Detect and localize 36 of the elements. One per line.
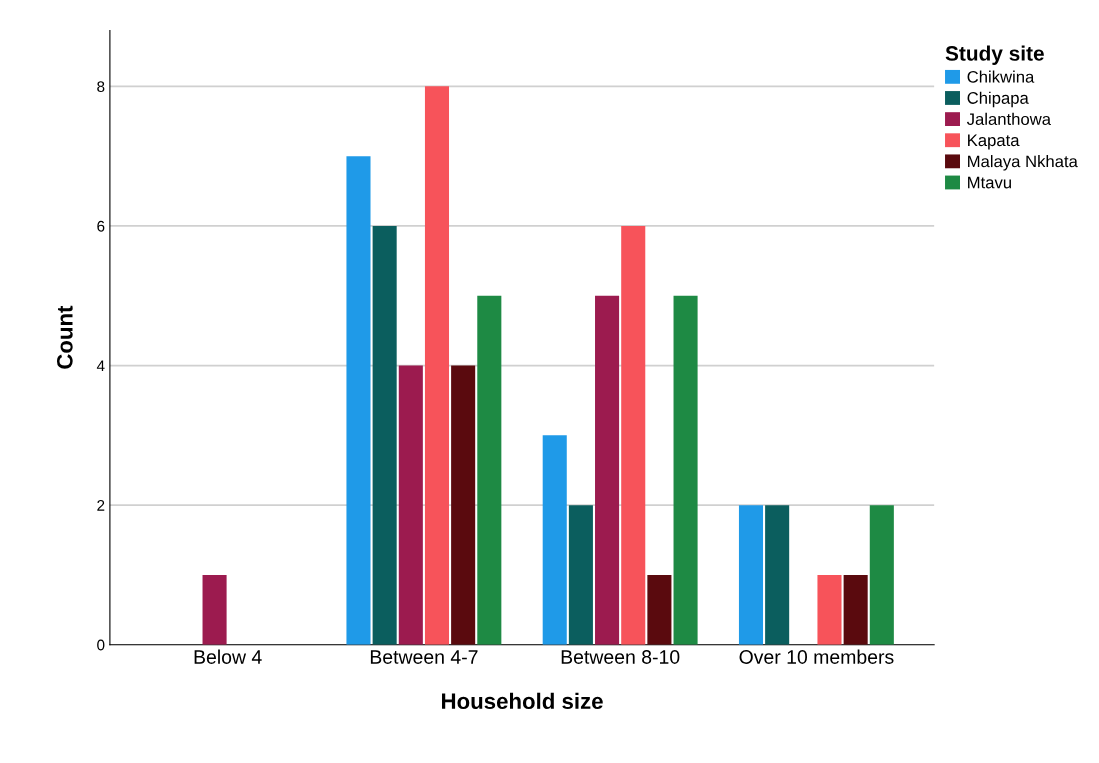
x-tick-label: Below 4 (194, 649, 262, 664)
y-tick-label: 6 (97, 220, 105, 232)
x-axis-title: Household size (442, 692, 603, 710)
bar (765, 505, 790, 645)
bar (869, 505, 894, 645)
legend-label: Chikwina (967, 70, 1035, 83)
legend-title: Study site (945, 45, 1044, 65)
legend-label: Malaya Nkhata (968, 155, 1078, 171)
bar (477, 295, 502, 645)
bar (595, 295, 620, 645)
y-tick-label: 0 (97, 639, 105, 651)
bar (817, 574, 842, 645)
bar (843, 574, 868, 645)
legend-label: Mtavu (968, 176, 1011, 189)
x-tick-label: Over 10 members (739, 649, 894, 664)
legend-label: Kapata (968, 134, 1020, 150)
bar (542, 435, 567, 645)
bar (202, 574, 227, 645)
bar (451, 365, 476, 645)
y-axis-title: Count (56, 305, 73, 369)
y-tick-label: 8 (97, 81, 105, 93)
bar (398, 365, 423, 645)
bar (372, 225, 397, 645)
bar (568, 505, 593, 645)
bar (673, 295, 698, 645)
legend-label: Jalanthowa (966, 112, 1052, 126)
y-tick-label: 2 (97, 500, 105, 511)
bar (738, 505, 764, 645)
bar (346, 156, 371, 645)
x-tick-label: Between 4-7 (370, 650, 478, 664)
y-tick-label: 4 (96, 360, 105, 372)
legend-label: Chipapa (967, 91, 1029, 108)
bar (621, 225, 646, 645)
x-tick-label: Between 8-10 (561, 650, 680, 664)
bar (424, 86, 450, 645)
bar (647, 574, 672, 645)
